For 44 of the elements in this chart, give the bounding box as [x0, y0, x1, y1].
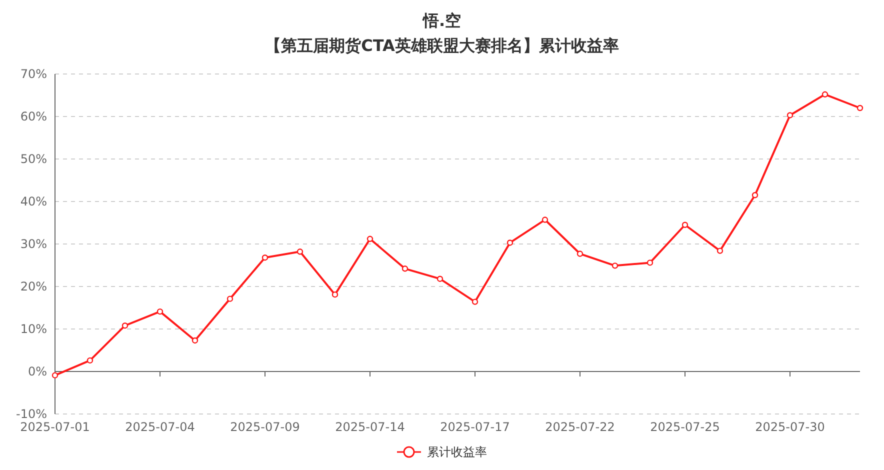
point: [332, 291, 338, 298]
x-tick-label: 2025-07-17: [440, 420, 510, 434]
legend-label: 累计收益率: [427, 445, 487, 459]
x-tick-label: 2025-07-14: [335, 420, 405, 434]
point: [472, 298, 478, 305]
point: [86, 357, 94, 364]
y-tick-label: 10%: [20, 322, 47, 336]
point: [786, 112, 794, 118]
y-tick-label: 40%: [20, 194, 47, 208]
point: [262, 254, 268, 261]
point: [646, 260, 654, 266]
x-tick-label: 2025-07-09: [230, 420, 300, 434]
point: [156, 308, 164, 315]
x-tick-label: 2025-07-25: [650, 420, 720, 434]
point: [226, 296, 234, 302]
point: [612, 262, 618, 269]
x-tick-label: 2025-07-30: [755, 420, 825, 434]
y-tick-label: 60%: [20, 110, 47, 124]
y-tick-label: -10%: [16, 407, 47, 421]
point: [366, 236, 374, 242]
point: [682, 222, 688, 228]
chart-title: 悟.空: [422, 11, 462, 30]
chart-subtitle: 【第五届期货CTA英雄联盟大赛排名】累计收益率: [265, 36, 619, 55]
point: [436, 276, 444, 282]
point: [122, 322, 128, 329]
point: [192, 337, 198, 344]
point: [52, 372, 58, 378]
point: [822, 91, 828, 98]
y-tick-label: 70%: [20, 67, 47, 81]
x-tick-label: 2025-07-01: [20, 420, 90, 434]
point: [542, 216, 548, 223]
point: [296, 248, 304, 255]
x-tick-label: 2025-07-04: [125, 420, 195, 434]
point: [402, 266, 408, 272]
point: [506, 240, 514, 246]
point: [856, 104, 864, 112]
point: [716, 248, 724, 254]
x-tick-label: 2025-07-22: [545, 420, 615, 434]
y-tick-label: 20%: [20, 280, 47, 294]
y-tick-label: 30%: [20, 237, 47, 251]
point: [752, 192, 758, 198]
y-tick-label: 50%: [20, 152, 47, 166]
y-tick-label: 0%: [28, 364, 47, 378]
point: [576, 250, 584, 257]
